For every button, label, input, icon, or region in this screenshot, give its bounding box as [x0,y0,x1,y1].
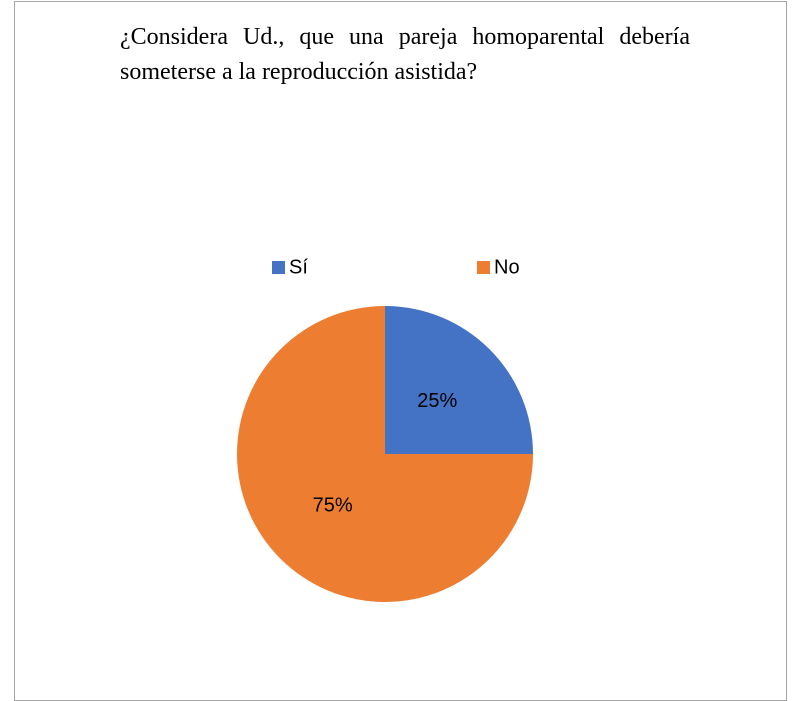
legend-label: Sí [289,256,308,278]
legend-label: No [494,256,520,278]
pie-slice [385,306,533,454]
data-label: 25% [417,390,457,412]
legend-swatch [477,261,490,274]
legend-swatch [272,261,285,274]
pie-slice [237,306,533,602]
chart-title: ¿Considera Ud., que una pareja homoparen… [120,24,690,85]
data-label: 75% [313,495,353,517]
